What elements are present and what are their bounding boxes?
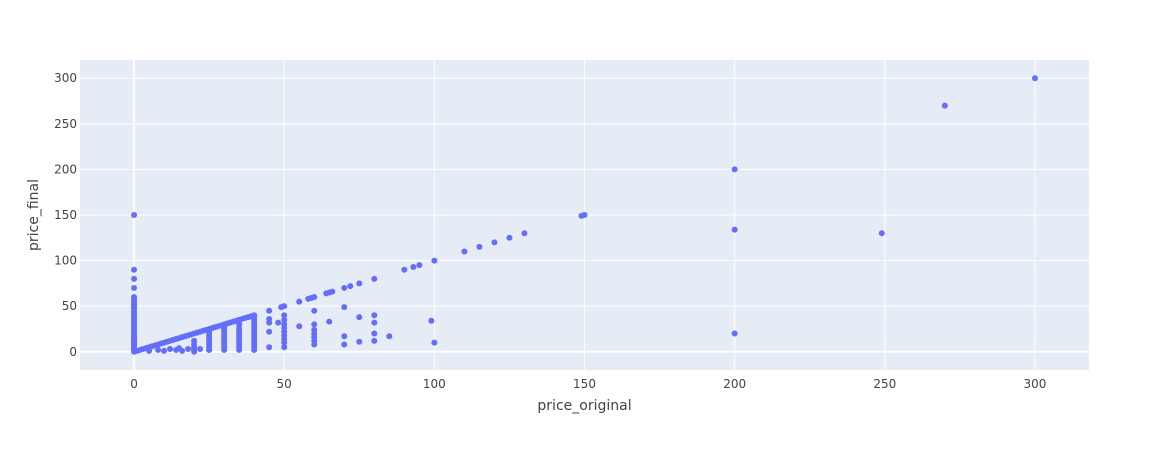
y-tick-label: 200	[54, 162, 77, 176]
data-points	[131, 75, 1038, 355]
y-axis-title: price_final	[26, 179, 42, 251]
y-tick-label: 250	[54, 117, 77, 131]
x-tick-label: 150	[573, 377, 596, 391]
data-point[interactable]	[266, 328, 273, 335]
data-point[interactable]	[341, 341, 348, 348]
x-tick-label: 50	[277, 377, 292, 391]
data-point[interactable]	[281, 312, 288, 319]
data-point[interactable]	[581, 212, 588, 218]
y-tick-label: 100	[54, 254, 77, 268]
data-point[interactable]	[347, 283, 354, 290]
data-point[interactable]	[356, 314, 363, 321]
data-point[interactable]	[410, 263, 417, 270]
data-point[interactable]	[311, 294, 318, 301]
data-point[interactable]	[251, 314, 258, 321]
data-point[interactable]	[731, 166, 738, 173]
x-tick-label: 200	[723, 377, 746, 391]
data-point[interactable]	[386, 333, 393, 340]
x-axis-ticks: 0 50 100 150 200 250 300	[130, 377, 1046, 391]
data-point[interactable]	[341, 304, 348, 311]
data-point[interactable]	[506, 234, 513, 241]
y-tick-label: 0	[69, 345, 77, 359]
data-point[interactable]	[146, 347, 153, 354]
data-point[interactable]	[416, 262, 423, 269]
data-point[interactable]	[221, 325, 228, 332]
data-point[interactable]	[131, 284, 138, 291]
data-point[interactable]	[356, 338, 363, 345]
data-point[interactable]	[281, 316, 288, 323]
data-point[interactable]	[431, 257, 438, 264]
data-point[interactable]	[197, 346, 204, 353]
data-point[interactable]	[281, 344, 288, 351]
x-axis-title: price_original	[537, 398, 631, 414]
data-point[interactable]	[491, 239, 498, 246]
data-point[interactable]	[329, 288, 336, 295]
data-point[interactable]	[341, 284, 348, 291]
data-point[interactable]	[155, 346, 162, 353]
data-point[interactable]	[878, 230, 885, 237]
data-point[interactable]	[401, 266, 408, 273]
y-tick-label: 300	[54, 71, 77, 85]
data-point[interactable]	[431, 339, 438, 346]
data-point[interactable]	[236, 321, 243, 328]
data-point[interactable]	[731, 330, 738, 337]
data-point[interactable]	[311, 307, 318, 314]
data-point[interactable]	[266, 307, 273, 314]
data-point[interactable]	[371, 330, 378, 337]
data-point[interactable]	[371, 319, 378, 326]
data-point[interactable]	[296, 323, 303, 330]
data-point[interactable]	[191, 337, 198, 344]
data-point[interactable]	[371, 337, 378, 344]
y-axis-ticks: 0 50 100 150 200 250 300	[54, 71, 77, 359]
data-point[interactable]	[185, 346, 192, 353]
data-point[interactable]	[275, 319, 282, 326]
data-point[interactable]	[371, 312, 378, 319]
data-point[interactable]	[731, 226, 738, 233]
data-point[interactable]	[461, 248, 468, 255]
y-tick-label: 50	[62, 299, 77, 313]
x-tick-label: 300	[1023, 377, 1046, 391]
data-point[interactable]	[521, 230, 528, 237]
data-point[interactable]	[167, 346, 174, 353]
x-tick-label: 250	[873, 377, 896, 391]
data-point[interactable]	[266, 344, 273, 351]
data-point[interactable]	[131, 275, 138, 282]
data-point[interactable]	[476, 243, 483, 250]
x-tick-label: 100	[423, 377, 446, 391]
data-point[interactable]	[356, 280, 363, 287]
data-point[interactable]	[206, 328, 213, 335]
data-point[interactable]	[179, 347, 186, 354]
data-point[interactable]	[311, 326, 318, 333]
data-point[interactable]	[281, 303, 288, 310]
data-point[interactable]	[311, 321, 318, 328]
data-point[interactable]	[296, 298, 303, 305]
data-point[interactable]	[371, 275, 378, 282]
data-point[interactable]	[341, 333, 348, 340]
data-point[interactable]	[131, 212, 138, 218]
data-point[interactable]	[161, 347, 168, 354]
data-point[interactable]	[326, 318, 333, 325]
data-point[interactable]	[281, 321, 288, 328]
data-point[interactable]	[131, 294, 138, 301]
data-point[interactable]	[428, 317, 435, 324]
data-point[interactable]	[941, 102, 948, 109]
data-point[interactable]	[131, 266, 138, 273]
data-point[interactable]	[1031, 75, 1038, 82]
x-tick-label: 0	[130, 377, 138, 391]
y-tick-label: 150	[54, 208, 77, 222]
data-point[interactable]	[266, 315, 273, 322]
